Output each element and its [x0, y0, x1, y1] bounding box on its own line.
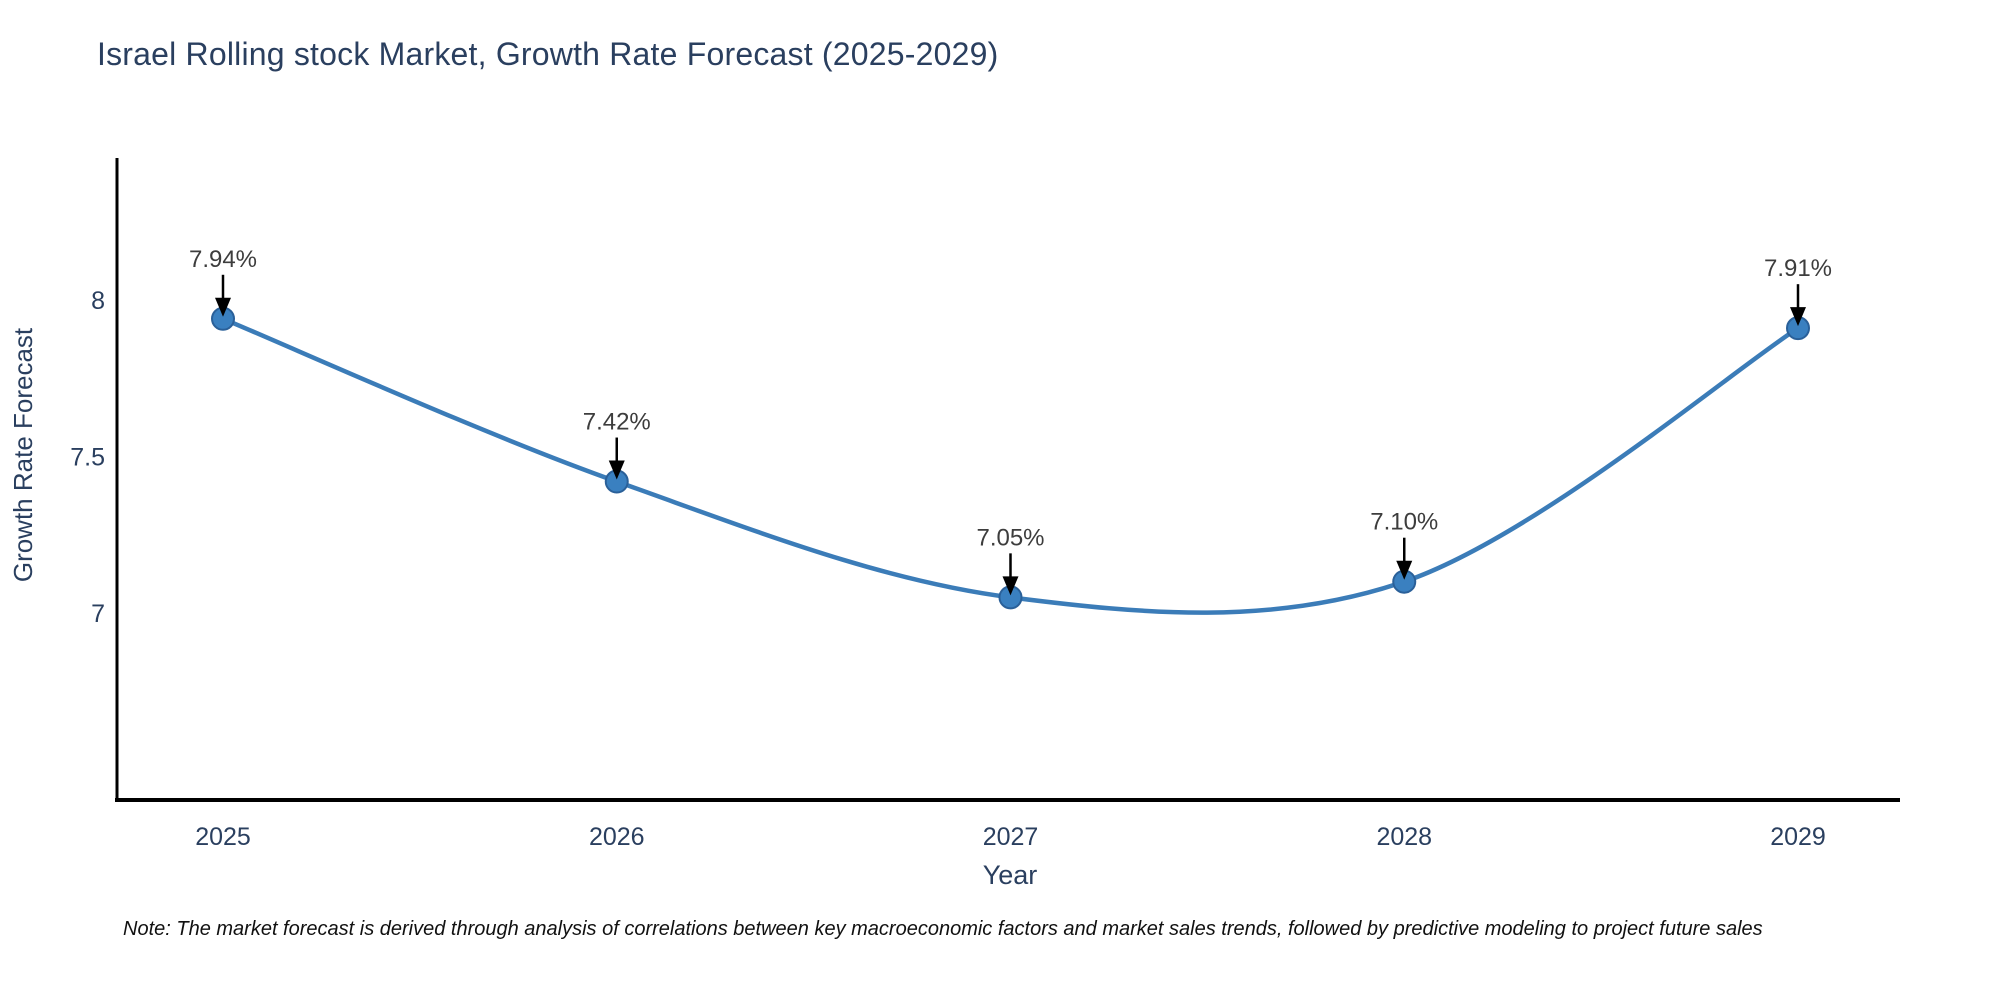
x-tick-label-2025: 2025 [195, 823, 251, 851]
annotation-label-2026: 7.42% [583, 409, 651, 436]
annotation-arrow-head-2029 [1790, 307, 1806, 327]
x-axis-title: Year [983, 860, 1038, 890]
annotation-arrow-head-2026 [608, 460, 625, 480]
x-tick-label-2027: 2027 [983, 823, 1039, 851]
chart-title: Israel Rolling stock Market, Growth Rate… [97, 36, 999, 72]
annotation-arrow-head-2025 [215, 297, 231, 317]
annotation-label-2027: 7.05% [976, 524, 1044, 551]
annotation-arrow-head-2028 [1396, 560, 1413, 580]
annotation-label-2029: 7.91% [1764, 255, 1832, 282]
y-tick-label-7: 7 [91, 600, 105, 628]
annotation-arrow-head-2027 [1002, 576, 1019, 596]
chart-footnote: Note: The market forecast is derived thr… [123, 918, 1763, 940]
y-tick-label-7.5: 7.5 [70, 444, 105, 472]
y-axis-title: Growth Rate Forecast [8, 327, 38, 582]
annotation-label-2028: 7.10% [1370, 509, 1438, 536]
annotation-label-2025: 7.94% [189, 246, 257, 273]
x-tick-label-2026: 2026 [589, 823, 645, 851]
y-tick-label-8: 8 [91, 287, 105, 315]
x-tick-label-2028: 2028 [1376, 823, 1432, 851]
x-tick-label-2029: 2029 [1770, 823, 1826, 851]
